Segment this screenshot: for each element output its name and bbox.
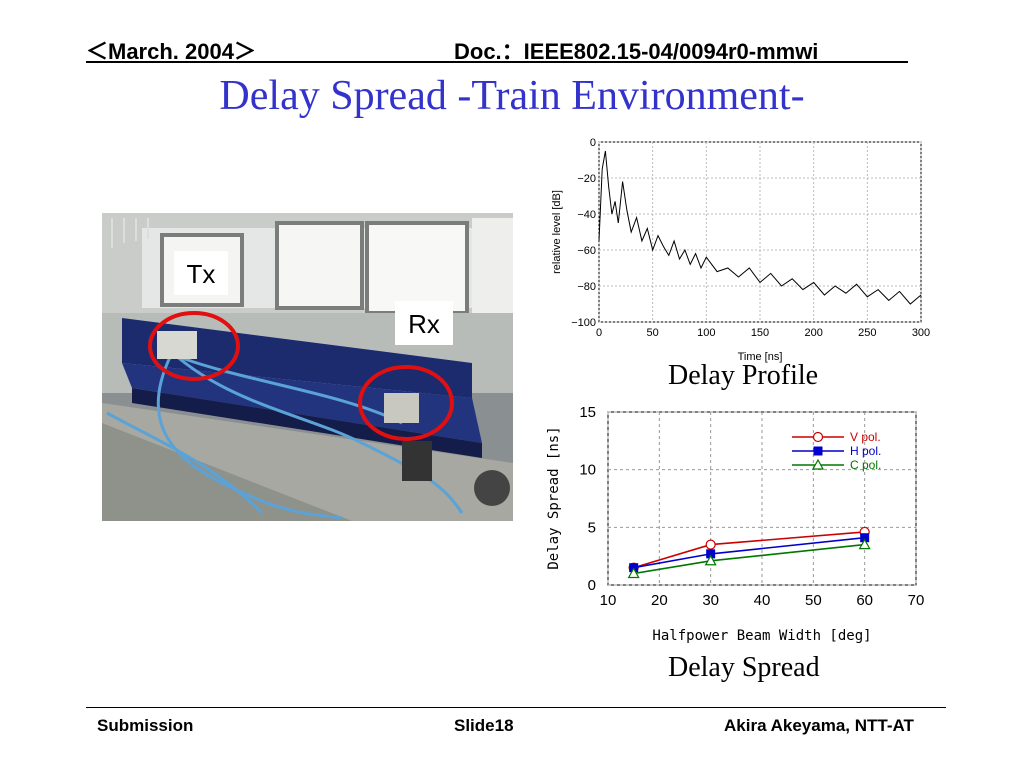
- x-tick-label: 250: [858, 327, 876, 339]
- x-tick-label: 100: [697, 327, 715, 339]
- header-doc-id: Doc.：IEEE802.15-04/0094r0-mmwi: [454, 39, 819, 64]
- delay-profile-chart: 0 50 100 150 200 250 300 0 −20 −40 −60 −80 −100 Time…: [551, 137, 930, 363]
- footer-slide-number: Slide18: [454, 716, 514, 735]
- x-tick-label: 0: [596, 327, 602, 339]
- legend-label: H pol.: [850, 444, 881, 458]
- y-tick-label: 5: [588, 519, 596, 536]
- tx-marker-circle: [148, 311, 240, 381]
- y-axis-label: Delay Spread [ns]: [546, 426, 562, 569]
- tx-label: Tx: [187, 259, 216, 289]
- footer-divider: [86, 707, 946, 708]
- legend-label: V pol.: [850, 430, 881, 444]
- data-point: [704, 554, 717, 566]
- data-point: [627, 567, 640, 579]
- x-tick-label: 60: [856, 592, 873, 609]
- y-tick-label: −20: [577, 173, 596, 185]
- legend-label: C pol.: [850, 458, 881, 472]
- x-tick-label: 300: [912, 327, 930, 339]
- slide-title: Delay Spread -Train Environment-: [219, 73, 805, 119]
- y-tick-label: 10: [579, 462, 596, 479]
- data-point: [705, 539, 716, 550]
- rx-label: Rx: [408, 309, 440, 339]
- profile-series-line: [598, 150, 922, 305]
- train-photo: Tx Rx: [102, 213, 513, 521]
- footer-author: Akira Akeyama, NTT-AT: [724, 716, 914, 735]
- x-tick-label: 40: [754, 592, 771, 609]
- caption-delay-profile: Delay Profile: [668, 360, 819, 391]
- x-tick-label: 20: [651, 592, 668, 609]
- x-axis-label: Halfpower Beam Width [deg]: [652, 628, 871, 644]
- x-tick-label: 30: [702, 592, 719, 609]
- y-tick-label: −60: [577, 245, 596, 257]
- x-tick-label: 10: [600, 592, 617, 609]
- legend-marker: [811, 458, 825, 470]
- header-divider: [86, 61, 908, 63]
- x-tick-label: 150: [751, 327, 769, 339]
- footer-submission: Submission: [97, 716, 194, 735]
- data-point: [706, 549, 716, 559]
- x-tick-label: 200: [804, 327, 822, 339]
- y-tick-label: −40: [577, 209, 596, 221]
- y-tick-label: −80: [577, 281, 596, 293]
- data-point: [860, 533, 870, 543]
- y-tick-label: −100: [571, 317, 596, 329]
- caption-delay-spread: Delay Spread: [668, 652, 820, 683]
- x-tick-label: 50: [647, 327, 659, 339]
- y-axis-label: relative level [dB]: [551, 190, 563, 274]
- x-axis-label: Time [ns]: [738, 351, 783, 363]
- y-tick-label: 0: [590, 137, 596, 149]
- rx-marker-circle: [358, 365, 454, 441]
- legend-marker: [812, 431, 824, 443]
- x-tick-label: 70: [908, 592, 925, 609]
- x-tick-label: 50: [805, 592, 822, 609]
- y-tick-label: 0: [588, 577, 596, 594]
- header-date: ＜March. 2004＞: [86, 39, 256, 64]
- data-point: [858, 538, 871, 550]
- legend-marker: [813, 446, 823, 456]
- y-tick-label: 15: [579, 404, 596, 421]
